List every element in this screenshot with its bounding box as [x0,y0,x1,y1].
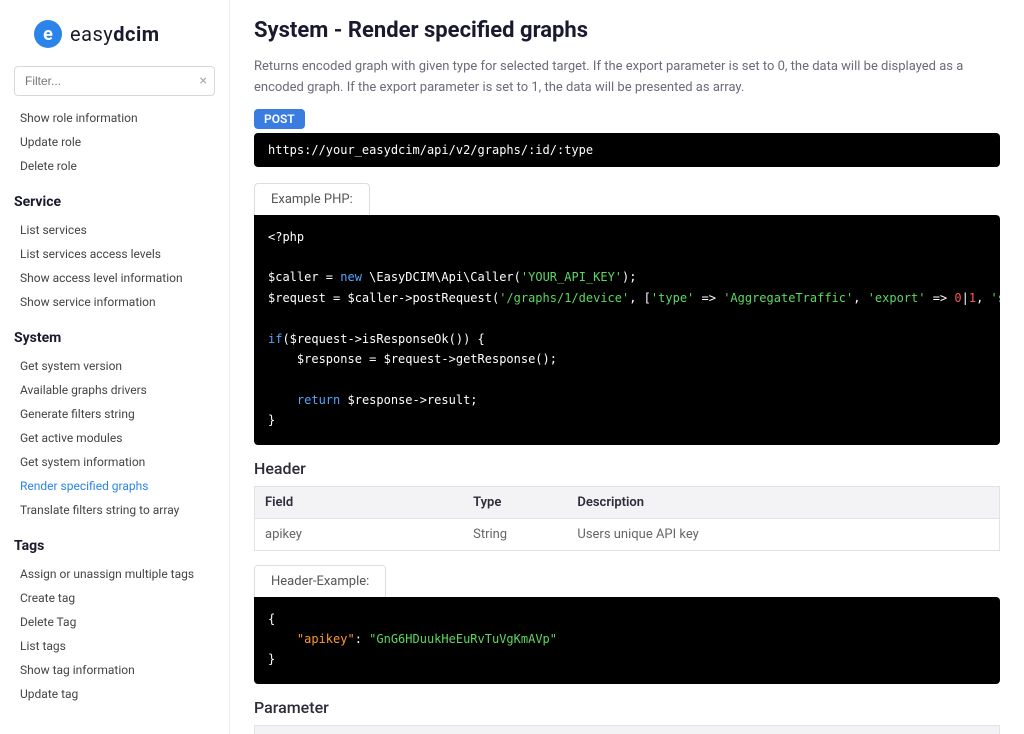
code-header-example: { "apikey": "GnG6HDuukHeEuRvTuVgKmAVp" } [254,597,1000,684]
th-type: Type [463,486,567,518]
nav-item[interactable]: Show service information [14,290,209,314]
header-table: Field Type Description apikey String Use… [254,486,1000,551]
filter-clear-icon[interactable]: × [200,73,207,89]
filter-input[interactable] [14,66,215,96]
brand-name: easydcim [70,22,160,46]
code-example-php: <?php $caller = new \EasyDCIM\Api\Caller… [254,215,1000,445]
nav-item[interactable]: Create tag [14,586,209,610]
http-method-badge: POST [254,109,305,129]
nav-item[interactable]: Get system information [14,450,209,474]
nav-item[interactable]: Generate filters string [14,402,209,426]
page-title: System - Render specified graphs [254,18,1000,43]
endpoint-url: https://your_easydcim/api/v2/graphs/:id/… [254,133,1000,167]
nav-item[interactable]: List tags [14,634,209,658]
brand-icon: e [34,20,62,48]
th-field: Field [255,725,464,734]
th-type: Type [463,725,567,734]
nav-item[interactable]: Get system version [14,354,209,378]
filter-wrap: × [14,66,215,96]
nav-item-active[interactable]: Render specified graphs [14,474,209,498]
nav-item[interactable]: List services [14,218,209,242]
nav-item[interactable]: List services access levels [14,242,209,266]
nav-item[interactable]: Delete role [14,154,209,178]
th-desc: Description [567,725,999,734]
nav-group-system: System [14,330,209,346]
th-field: Field [255,486,464,518]
header-section-title: Header [254,459,1000,478]
example-tabs: Example PHP: [254,183,1000,215]
nav-item[interactable]: Get active modules [14,426,209,450]
parameter-table: Field Type Description id Number Unique … [254,725,1000,734]
nav-item[interactable]: Show access level information [14,266,209,290]
nav-item[interactable]: Update role [14,130,209,154]
nav-item[interactable]: Show role information [14,106,209,130]
nav-item[interactable]: Translate filters string to array [14,498,209,522]
sidebar: e easydcim × Show role information Updat… [0,0,230,734]
td-field: apikey [255,518,464,550]
nav-item[interactable]: Show tag information [14,658,209,682]
th-desc: Description [567,486,999,518]
page-description: Returns encoded graph with given type fo… [254,57,1000,99]
nav-item[interactable]: Assign or unassign multiple tags [14,562,209,586]
tab-example-php[interactable]: Example PHP: [254,183,370,215]
main-content: System - Render specified graphs Returns… [230,0,1024,734]
nav-item[interactable]: Available graphs drivers [14,378,209,402]
nav-scroll[interactable]: Show role information Update role Delete… [14,106,215,724]
td-type: String [463,518,567,550]
nav-group-tags: Tags [14,538,209,554]
tab-header-example[interactable]: Header-Example: [254,565,386,597]
nav-item[interactable]: Delete Tag [14,610,209,634]
nav-group-service: Service [14,194,209,210]
table-row: apikey String Users unique API key [255,518,1000,550]
header-example-tabs: Header-Example: [254,565,1000,597]
nav-item[interactable]: Update tag [14,682,209,706]
td-desc: Users unique API key [567,518,999,550]
parameter-section-title: Parameter [254,698,1000,717]
brand-logo: e easydcim [14,20,215,48]
